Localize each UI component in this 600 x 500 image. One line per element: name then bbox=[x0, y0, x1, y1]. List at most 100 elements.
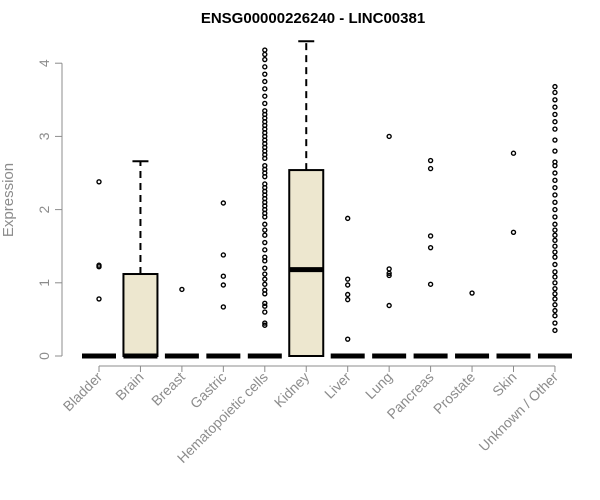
outlier-point bbox=[552, 199, 558, 205]
box-group bbox=[455, 290, 490, 359]
outlier-point bbox=[262, 181, 268, 187]
outlier-point bbox=[552, 313, 558, 319]
outlier-point bbox=[96, 179, 102, 185]
outlier-point bbox=[427, 281, 434, 287]
outlier-point bbox=[220, 282, 227, 288]
outlier-point bbox=[552, 302, 558, 308]
outlier-point bbox=[262, 232, 268, 238]
outlier-point bbox=[345, 296, 351, 303]
box-group bbox=[288, 40, 325, 357]
outlier-point bbox=[262, 71, 268, 77]
outlier-point bbox=[262, 287, 268, 293]
outlier-point bbox=[552, 206, 558, 213]
iqr-box bbox=[122, 273, 159, 357]
outlier-point bbox=[552, 184, 558, 191]
box-group bbox=[164, 286, 199, 359]
outlier-point bbox=[345, 282, 351, 288]
outlier-point bbox=[552, 327, 558, 334]
outlier-point bbox=[386, 302, 392, 309]
outlier-point bbox=[427, 233, 434, 239]
outlier-point bbox=[262, 93, 268, 99]
outlier-point bbox=[262, 320, 268, 326]
outlier-point bbox=[552, 285, 558, 292]
x-tick-label: Liver bbox=[321, 369, 354, 402]
outlier-point bbox=[552, 111, 558, 118]
x-tick-label: Lung bbox=[362, 369, 395, 402]
outlier-point bbox=[262, 221, 268, 227]
outlier-point bbox=[262, 86, 268, 92]
box-group bbox=[82, 179, 116, 359]
outlier-point bbox=[262, 281, 268, 287]
outlier-point bbox=[262, 227, 268, 233]
x-tick-label: Unknown / Other bbox=[475, 369, 561, 455]
outlier-point bbox=[262, 51, 268, 58]
outlier-point bbox=[552, 137, 558, 143]
box-group bbox=[413, 157, 448, 359]
outlier-point bbox=[96, 296, 102, 302]
outlier-point bbox=[552, 177, 558, 184]
outlier-point bbox=[552, 214, 558, 220]
box-group bbox=[330, 215, 365, 359]
outlier-point bbox=[552, 237, 558, 244]
outlier-point bbox=[552, 227, 558, 233]
outlier-point bbox=[220, 200, 227, 206]
outlier-point bbox=[262, 265, 268, 271]
outlier-point bbox=[262, 239, 268, 246]
outlier-point bbox=[386, 133, 392, 140]
outlier-point bbox=[510, 229, 517, 235]
outlier-point bbox=[427, 244, 434, 251]
outlier-point bbox=[552, 232, 558, 238]
outlier-point bbox=[262, 100, 268, 107]
box-group bbox=[122, 160, 159, 359]
outlier-point bbox=[386, 272, 392, 279]
outlier-point bbox=[262, 64, 268, 70]
outlier-point bbox=[552, 83, 558, 90]
outlier-point bbox=[552, 119, 558, 125]
box-group bbox=[206, 200, 241, 359]
outlier-point bbox=[469, 290, 475, 296]
outlier-point bbox=[552, 274, 558, 280]
outlier-point bbox=[262, 47, 268, 53]
chart-title: ENSG00000226240 - LINC00381 bbox=[201, 10, 425, 27]
outlier-point bbox=[552, 261, 558, 268]
outlier-point bbox=[552, 254, 558, 260]
outlier-point bbox=[345, 291, 351, 298]
outlier-point bbox=[345, 215, 351, 222]
x-tick-label: Brain bbox=[112, 369, 146, 403]
outlier-point bbox=[552, 243, 558, 249]
outlier-point bbox=[552, 269, 558, 275]
outlier-point bbox=[552, 126, 558, 132]
outlier-point bbox=[510, 150, 517, 156]
outlier-point bbox=[220, 273, 227, 279]
outlier-point bbox=[386, 266, 392, 272]
y-tick-label: 4 bbox=[36, 59, 52, 67]
outlier-point bbox=[427, 165, 434, 172]
outlier-point bbox=[262, 276, 268, 282]
outlier-point bbox=[552, 170, 558, 176]
x-tick-label: Bladder bbox=[60, 369, 106, 415]
plot-area bbox=[82, 40, 572, 359]
box-group bbox=[372, 133, 407, 359]
outlier-point bbox=[262, 247, 268, 253]
outlier-point bbox=[179, 286, 185, 293]
outlier-point bbox=[262, 303, 268, 309]
outlier-point bbox=[552, 221, 558, 227]
outlier-point bbox=[552, 148, 558, 154]
outlier-point bbox=[220, 252, 227, 258]
outlier-point bbox=[262, 78, 268, 85]
outlier-point bbox=[262, 322, 268, 328]
box-group bbox=[496, 150, 531, 359]
y-tick-label: 2 bbox=[36, 205, 52, 213]
outlier-point bbox=[552, 192, 558, 198]
outlier-point bbox=[552, 320, 558, 326]
outlier-point bbox=[552, 280, 558, 286]
y-axis: 0 1 2 3 4 bbox=[36, 59, 63, 360]
box-group bbox=[537, 83, 572, 359]
x-tick-label: Breast bbox=[148, 369, 188, 409]
y-tick-label: 3 bbox=[36, 132, 52, 140]
outlier-point bbox=[345, 276, 351, 282]
outlier-point bbox=[427, 157, 434, 164]
outlier-point bbox=[552, 307, 558, 314]
x-tick-label: Kidney bbox=[271, 369, 313, 411]
